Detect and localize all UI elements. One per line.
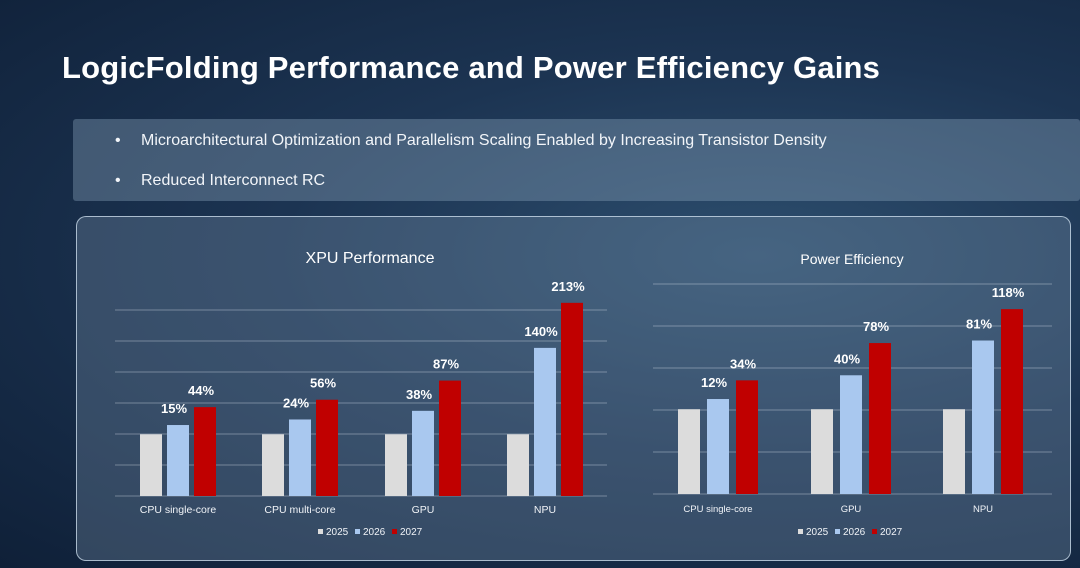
chart-title: Power Efficiency [800, 251, 903, 267]
legend-label: 2026 [363, 527, 386, 538]
category-label: NPU [534, 504, 556, 516]
data-label: 56% [310, 376, 336, 391]
data-label: 87% [433, 357, 459, 372]
bullet-dot: • [115, 172, 121, 189]
data-label: 15% [161, 401, 187, 416]
chart-title: XPU Performance [306, 250, 435, 267]
bar-2025 [678, 409, 700, 494]
bar-2026 [412, 410, 434, 496]
bar-2027 [561, 302, 583, 496]
bar-2026 [707, 399, 729, 494]
bar-2025 [262, 434, 284, 496]
data-label: 38% [406, 387, 432, 402]
data-label: 40% [834, 351, 860, 366]
bar-2027 [194, 407, 216, 496]
data-label: 81% [966, 317, 992, 332]
category-label: NPU [973, 504, 993, 515]
bar-2026 [534, 347, 556, 496]
category-label: CPU multi-core [264, 504, 335, 516]
legend-label: 2026 [843, 527, 866, 538]
legend-label: 2027 [400, 527, 423, 538]
legend-label: 2025 [326, 527, 349, 538]
legend-swatch [355, 529, 360, 534]
legend-swatch [318, 529, 323, 534]
data-label: 44% [188, 383, 214, 398]
data-label: 78% [863, 319, 889, 334]
bullet-text: Microarchitectural Optimization and Para… [141, 132, 827, 149]
bar-2027 [316, 399, 338, 496]
bar-2025 [385, 434, 407, 496]
bullet-item: • Reduced Interconnect RC [115, 172, 326, 190]
data-label: 34% [730, 356, 756, 371]
category-label: GPU [412, 504, 435, 516]
bar-2026 [167, 425, 189, 496]
bullet-dot: • [115, 132, 121, 149]
data-label: 24% [283, 395, 309, 410]
legend-label: 2027 [880, 527, 903, 538]
page-title: LogicFolding Performance and Power Effic… [62, 50, 881, 85]
bar-2025 [140, 434, 162, 496]
legend-label: 2025 [806, 527, 829, 538]
bar-2026 [972, 340, 994, 494]
category-label: GPU [841, 504, 862, 515]
legend-swatch [798, 529, 803, 534]
bullet-item: • Microarchitectural Optimization and Pa… [115, 132, 827, 150]
bar-2025 [507, 434, 529, 496]
data-label: 118% [992, 285, 1025, 300]
category-label: CPU single-core [683, 504, 752, 515]
data-label: 213% [551, 279, 585, 294]
bar-2025 [811, 409, 833, 494]
bar-2027 [869, 343, 891, 494]
legend-swatch [392, 529, 397, 534]
bar-2027 [439, 380, 461, 496]
bar-2027 [1001, 309, 1023, 494]
bar-2026 [289, 419, 311, 496]
bar-2027 [736, 380, 758, 494]
legend-swatch [835, 529, 840, 534]
bar-2025 [943, 409, 965, 494]
bullet-box: • Microarchitectural Optimization and Pa… [73, 119, 1080, 201]
legend-swatch [872, 529, 877, 534]
bar-2026 [840, 375, 862, 494]
data-label: 12% [701, 375, 727, 390]
bullet-text: Reduced Interconnect RC [141, 172, 326, 189]
category-label: CPU single-core [140, 504, 217, 516]
data-label: 140% [524, 324, 558, 339]
